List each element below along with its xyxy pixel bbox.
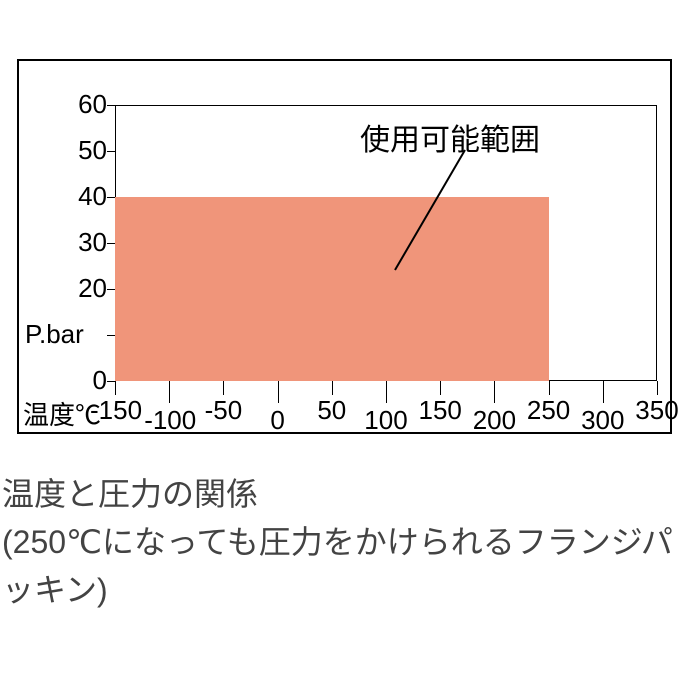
- x-tick-mark: [115, 381, 116, 395]
- x-tick-mark: [494, 381, 495, 403]
- x-tick-mark: [332, 381, 333, 395]
- x-tick-mark: [603, 381, 604, 403]
- x-tick-label: 200: [469, 405, 519, 436]
- x-tick-mark: [549, 381, 550, 395]
- x-tick-label: 350: [632, 395, 682, 426]
- y-tick-label: 60: [57, 89, 107, 120]
- y-tick-mark: [107, 289, 115, 290]
- x-tick-mark: [657, 381, 658, 395]
- x-tick-label: -50: [198, 395, 248, 426]
- x-tick-mark: [278, 381, 279, 403]
- x-tick-mark: [169, 381, 170, 403]
- usable-range-region: [115, 197, 549, 381]
- y-tick-label: 30: [57, 227, 107, 258]
- legend-label: 使用可能範囲: [360, 115, 540, 159]
- y-tick-mark: [107, 197, 115, 198]
- x-tick-label: 100: [361, 405, 411, 436]
- y-tick-mark: [107, 151, 115, 152]
- x-tick-mark: [223, 381, 224, 395]
- x-axis-label: 温度℃: [23, 395, 101, 432]
- caption-text: 温度と圧力の関係(250℃になっても圧力をかけられるフランジパッキン): [2, 470, 689, 614]
- x-tick-mark: [386, 381, 387, 403]
- y-tick-mark: [107, 381, 115, 382]
- x-tick-label: 150: [415, 395, 465, 426]
- x-tick-label: 0: [253, 405, 303, 436]
- y-tick-label: 0: [57, 365, 107, 396]
- y-tick-mark: [107, 243, 115, 244]
- x-tick-label: 300: [578, 405, 628, 436]
- x-tick-mark: [440, 381, 441, 395]
- y-tick-label: 50: [57, 135, 107, 166]
- x-tick-label: 50: [307, 395, 357, 426]
- x-tick-label: 250: [524, 395, 574, 426]
- y-tick-mark: [107, 335, 115, 336]
- y-tick-mark: [107, 105, 115, 106]
- y-tick-label: 40: [57, 181, 107, 212]
- x-tick-label: -100: [144, 405, 194, 436]
- y-tick-label: 20: [57, 273, 107, 304]
- y-axis-label: P.bar: [25, 319, 84, 350]
